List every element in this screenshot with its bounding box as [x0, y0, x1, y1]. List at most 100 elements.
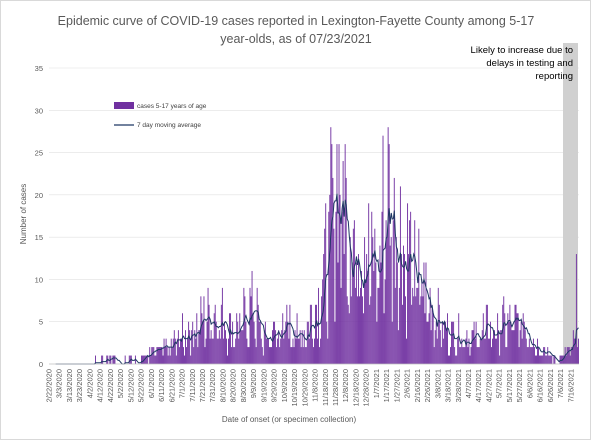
case-bar: [271, 347, 272, 364]
case-bar: [439, 330, 441, 364]
case-bar: [260, 338, 262, 364]
case-bar: [238, 338, 240, 364]
case-bar: [156, 347, 158, 364]
case-bar: [404, 254, 405, 364]
gridlines: [49, 67, 579, 323]
case-bar: [360, 287, 361, 364]
moving-average-line: [55, 193, 579, 365]
case-bar: [292, 338, 294, 364]
case-bar: [457, 338, 459, 364]
case-bar: [346, 296, 348, 364]
x-tick-label: 5/27/2021: [515, 369, 524, 402]
x-tick-label: 5/22/2020: [137, 369, 146, 402]
case-bar: [554, 355, 556, 364]
case-bar: [219, 338, 221, 364]
legend: cases 5-17 years of age 7 day moving ave…: [114, 102, 207, 129]
x-tick-label: 7/21/2020: [198, 369, 207, 402]
case-bar: [420, 296, 422, 364]
case-bar: [176, 338, 178, 364]
case-bar: [257, 304, 259, 364]
case-bar: [190, 355, 192, 364]
case-bar: [496, 338, 498, 364]
case-bar: [294, 330, 296, 364]
case-bar: [154, 355, 156, 364]
x-tick-label: 4/12/2020: [96, 369, 105, 402]
x-tick-labels: 2/22/2020 3/3/2020 3/13/2020 3/23/2020 4/2/2…: [45, 369, 576, 407]
case-bar: [95, 355, 96, 364]
case-bar: [405, 296, 406, 364]
case-bar: [168, 347, 170, 364]
case-bar: [145, 355, 147, 364]
case-bar: [400, 254, 402, 364]
case-bar: [102, 355, 104, 364]
case-bar: [525, 338, 527, 364]
case-bar: [464, 347, 466, 364]
case-bar: [157, 347, 159, 364]
case-bar: [455, 355, 457, 364]
case-bar: [212, 338, 214, 364]
case-bar: [443, 321, 445, 364]
case-bar: [436, 338, 438, 364]
x-tick-label: 6/1/2020: [147, 369, 156, 398]
case-bar: [163, 338, 165, 364]
case-bar: [368, 203, 370, 364]
case-bar: [371, 211, 373, 364]
case-bar: [502, 304, 504, 364]
case-bar: [291, 347, 293, 364]
x-tick-label: 2/22/2020: [45, 369, 54, 402]
case-bar: [333, 228, 335, 364]
case-bar: [480, 338, 482, 364]
x-tick-label: 5/17/2021: [505, 369, 514, 402]
case-bar: [431, 304, 433, 364]
x-tick-label: 8/10/2020: [218, 369, 227, 402]
case-bar: [458, 313, 460, 364]
case-bar: [537, 338, 538, 364]
case-bar: [476, 347, 478, 364]
case-bar: [179, 338, 181, 364]
case-bar: [430, 330, 432, 364]
case-bar: [497, 313, 499, 364]
case-bar: [253, 321, 255, 364]
case-bar: [298, 338, 300, 364]
y-tick-label: 15: [35, 233, 43, 242]
case-bar: [484, 338, 486, 364]
x-tick-label: 11/28/2020: [331, 369, 340, 406]
case-bar: [541, 355, 543, 364]
case-bar: [363, 313, 365, 364]
case-bar: [422, 296, 424, 364]
case-bar: [334, 321, 336, 364]
case-bar: [391, 321, 393, 364]
case-bar: [162, 355, 164, 364]
case-bar: [389, 245, 391, 364]
case-bar: [348, 313, 350, 364]
case-bar: [527, 347, 529, 364]
case-bar: [164, 347, 166, 364]
case-bar: [563, 355, 565, 364]
case-bar: [437, 287, 439, 364]
case-bar: [378, 287, 380, 364]
case-bar: [503, 296, 505, 364]
case-bar: [266, 338, 268, 364]
case-bar: [372, 237, 374, 364]
case-bar: [394, 287, 396, 364]
case-bar: [209, 338, 211, 364]
case-bar: [305, 347, 307, 364]
case-bar: [412, 287, 414, 364]
case-bar: [489, 321, 491, 364]
x-tick-label: 1/17/2021: [382, 369, 391, 402]
case-bar: [565, 355, 567, 364]
case-bar: [281, 330, 283, 364]
case-bar: [223, 321, 225, 364]
case-bar: [425, 262, 427, 364]
case-bar: [302, 347, 304, 364]
case-bar: [308, 338, 310, 364]
case-bar: [401, 304, 403, 364]
case-bar: [259, 321, 261, 364]
case-bar: [307, 321, 309, 364]
case-bar: [477, 347, 479, 364]
case-bar: [547, 347, 549, 364]
case-bar: [344, 144, 346, 364]
case-bar: [114, 355, 116, 364]
